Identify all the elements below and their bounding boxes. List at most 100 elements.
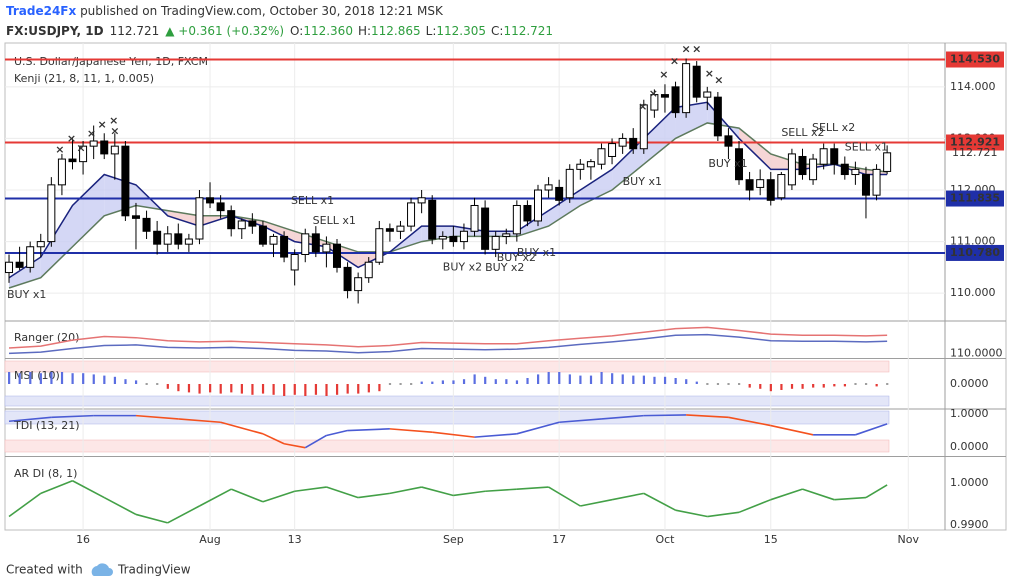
candle-body — [206, 197, 215, 204]
published: published on TradingView.com, October 30… — [76, 4, 444, 18]
candle-body — [227, 210, 236, 230]
histogram-bar — [822, 384, 825, 388]
indicator-segment — [294, 486, 327, 493]
cloud — [40, 205, 73, 278]
candle-body — [89, 140, 98, 147]
histogram-bar — [283, 384, 286, 396]
signal-marker: × — [692, 43, 701, 56]
candle-body — [512, 204, 521, 235]
signal-marker: × — [67, 132, 76, 145]
indicator-segment — [135, 513, 168, 524]
histogram-bar — [113, 376, 117, 384]
histogram-bar — [357, 384, 360, 394]
candle-body — [428, 199, 437, 240]
indicator-name: Ranger (20) — [14, 331, 79, 344]
histogram-bar — [441, 380, 444, 384]
histogram-bar — [589, 375, 593, 384]
ranger-line — [8, 326, 888, 349]
level-label-box — [946, 134, 1004, 151]
signal-label: BUY x2 — [497, 251, 536, 264]
histogram-bar — [399, 383, 402, 385]
candle-body — [184, 238, 193, 245]
indicator-segment — [51, 414, 94, 419]
indicator-segment — [262, 490, 295, 503]
indicator-segment — [283, 442, 306, 449]
histogram-bar — [410, 383, 413, 385]
candle-body — [248, 220, 257, 227]
cloud — [167, 210, 200, 227]
candle-body — [407, 202, 416, 227]
candle-body — [131, 215, 140, 219]
signal-label: BUY x1 — [623, 175, 662, 188]
signal-marker: × — [55, 143, 64, 156]
header-line-2: FX:USDJPY, 1D 112.721 ▲ +0.361 (+0.32%) O:1… — [6, 24, 553, 38]
candle-body — [883, 152, 892, 172]
histogram-bar — [39, 373, 42, 384]
candle-body — [766, 179, 775, 201]
candle-body — [840, 163, 849, 176]
histogram-bar — [272, 384, 275, 395]
indicator-name: TDI (13, 21) — [13, 419, 80, 432]
histogram-bar — [314, 384, 318, 395]
indicator-name: MSI (10) — [14, 369, 60, 382]
candle-body — [851, 168, 860, 176]
signal-marker: × — [670, 55, 679, 68]
indicator-segment — [580, 498, 613, 507]
candle-body — [237, 220, 246, 230]
y-tick-label: 110.000 — [950, 286, 996, 299]
footer-brand[interactable]: TradingView — [117, 563, 191, 577]
candle-body — [650, 94, 659, 111]
histogram-bar — [60, 372, 64, 384]
candle-body — [174, 233, 183, 245]
cloud — [612, 138, 644, 191]
indicator-segment — [485, 488, 517, 493]
signal-marker: × — [705, 67, 714, 80]
lower-band — [4, 439, 890, 453]
logo — [91, 563, 113, 576]
histogram-bar — [92, 374, 95, 384]
overbought-band — [4, 360, 890, 373]
candle-body — [787, 153, 796, 186]
level-label: 114.530 — [950, 53, 1000, 66]
candle-body — [586, 161, 595, 168]
candle-body — [671, 86, 680, 114]
histogram-bar — [653, 376, 656, 384]
histogram-bar — [843, 384, 847, 387]
histogram-bar — [621, 374, 624, 384]
signal-marker: × — [659, 68, 668, 81]
candle-body — [449, 235, 458, 243]
candle-body — [375, 228, 384, 263]
indicator-segment — [707, 511, 740, 518]
histogram-bar — [854, 383, 857, 385]
histogram-bar — [346, 384, 349, 394]
indicator-segment — [40, 479, 73, 495]
symbol: FX:USDJPY, 1D — [6, 24, 104, 38]
ohlc-value: 112.721 — [503, 24, 553, 38]
indicator-segment — [178, 418, 221, 424]
histogram-bar — [864, 383, 868, 385]
candle-body — [502, 233, 511, 237]
indicator-segment — [167, 505, 200, 524]
histogram-bar — [166, 384, 169, 389]
candle-body — [47, 184, 56, 243]
histogram-bar — [515, 380, 519, 384]
histogram-bar — [124, 379, 127, 384]
histogram-bar — [251, 384, 254, 395]
level-label-box — [946, 244, 1004, 261]
indicator-segment — [304, 434, 327, 449]
candle-body — [354, 277, 363, 292]
histogram-bar — [801, 384, 804, 389]
histogram-bar — [632, 375, 635, 384]
indicator-segment — [865, 484, 888, 499]
candle-body — [290, 253, 299, 271]
histogram-bar — [526, 378, 529, 384]
level-label: 111.835 — [950, 192, 1000, 205]
level-label-box — [946, 51, 1004, 68]
candle-body — [872, 168, 881, 196]
ohlc-key: C: — [491, 24, 503, 38]
histogram-bar — [505, 379, 508, 384]
candle-body — [311, 233, 320, 253]
indicator-segment — [611, 492, 644, 501]
x-tick-label: Nov — [898, 533, 920, 546]
histogram-bar — [716, 383, 720, 385]
